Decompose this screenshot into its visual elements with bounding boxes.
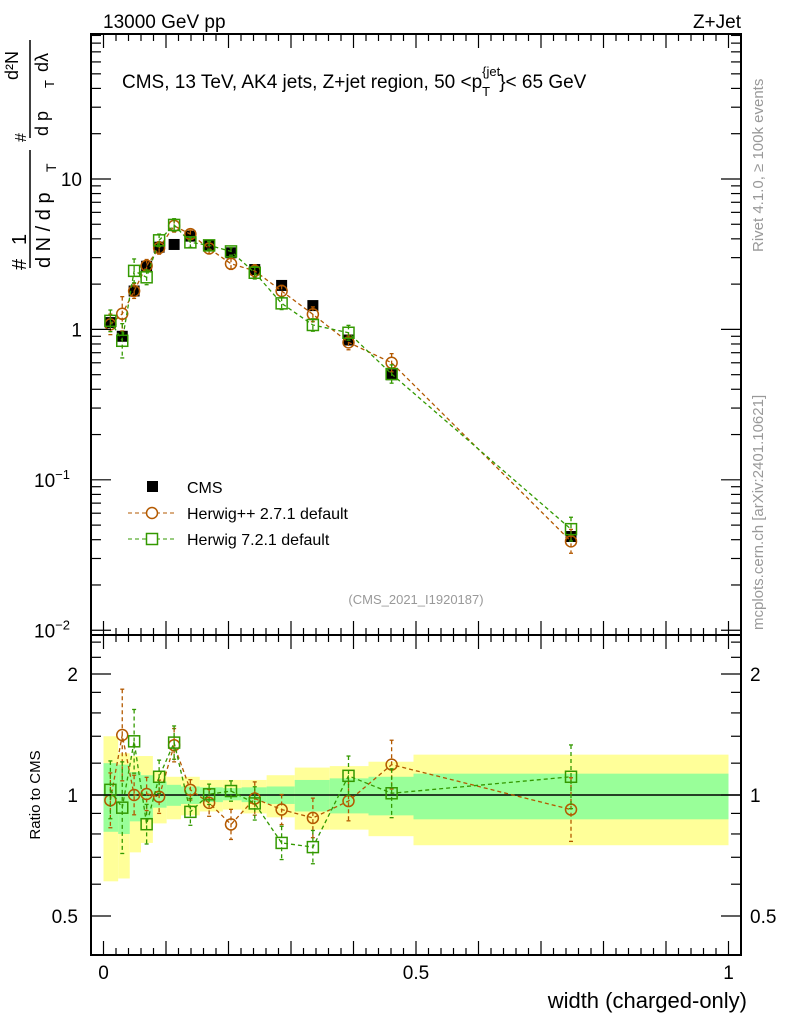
x-axis-label: width (charged-only) (547, 988, 747, 1013)
herwig7-ratio-point (385, 787, 398, 800)
title-sup: {jet (482, 64, 500, 79)
ratio-y-label: Ratio to CMS (27, 750, 44, 839)
herwigpp-point (116, 307, 129, 321)
legend-herwig7-marker (145, 532, 159, 546)
y-tick-label: 1 (71, 320, 82, 341)
ylabel-den1-sub: T (43, 163, 59, 172)
cms-point (307, 300, 319, 312)
ylabel-den2: d p (32, 111, 52, 136)
y-axis-label: # 1 d N / d p T # d²N d p T dλ (2, 40, 59, 270)
herwigpp-point (224, 257, 238, 271)
herwig7-point (167, 218, 181, 232)
herwig7-ratio-point (306, 840, 320, 854)
legend-herwigpp-marker (145, 506, 159, 520)
ylabel-den1: d N / d p (33, 192, 55, 268)
herwigpp-ratio-point (140, 787, 153, 801)
herwig7-ratio-point (152, 770, 166, 784)
herwigpp-ratio-point (116, 728, 129, 742)
x-tick-label: 0.5 (403, 963, 429, 984)
herwig7-line (109, 223, 572, 530)
ylabel-den2-sub: T (42, 80, 57, 88)
herwig7-ratio-point (342, 769, 355, 783)
herwigpp-ratio-point (202, 796, 216, 810)
herwig7-ratio-point (167, 736, 181, 749)
herwig7-ratio-point (202, 788, 216, 801)
herwigpp-ratio-point (306, 811, 320, 825)
herwigpp-ratio-point (127, 788, 141, 802)
herwigpp-ratio-point (184, 783, 197, 797)
herwig7-point (202, 239, 216, 252)
side-rivet: Rivet 4.1.0, ≥ 100k events (750, 79, 767, 252)
ylabel-hash2: # (13, 133, 30, 142)
title-tail: }< 65 GeV (499, 72, 586, 93)
cms-point (225, 247, 237, 259)
herwig7-point (275, 297, 288, 310)
header-right: Z+Jet (693, 12, 742, 33)
ratio-y-tick-label-right: 0.5 (750, 907, 776, 928)
herwig7-ratio-point (140, 817, 153, 831)
ylabel-num2: d²N (2, 51, 22, 80)
y-tick-exponent: −1 (55, 467, 70, 482)
x-tick-label: 1 (723, 963, 734, 984)
herwig7-point (248, 266, 261, 280)
herwig7-point (342, 326, 355, 340)
herwigpp-point (564, 535, 578, 548)
herwig7-ratio-point (275, 836, 288, 850)
herwig7-ratio-point (248, 797, 261, 810)
cms-point (168, 238, 180, 250)
cms-point (116, 330, 128, 342)
ratio-y-tick-label: 0.5 (52, 907, 78, 928)
herwigpp-ratio-line (109, 734, 572, 826)
y-tick-label: 10−2 (34, 617, 70, 642)
ratio-y-tick-label-right: 2 (750, 665, 761, 686)
herwig7-point (152, 234, 166, 247)
side-mcplots: mcplots.cern.ch [arXiv:2401.10621] (750, 395, 767, 630)
herwigpp-point (342, 336, 355, 349)
herwig7-point (104, 314, 117, 328)
stat-uncertainty-band (129, 772, 141, 822)
cms-point (141, 260, 153, 272)
herwig7-ratio-point (224, 784, 238, 798)
ratio-y-tick-label: 1 (67, 786, 78, 807)
herwig7-point (140, 271, 153, 284)
herwig7-ratio-point (184, 805, 197, 819)
y-tick-exponent: −2 (55, 617, 70, 632)
herwigpp-ratio-point (224, 818, 238, 831)
y-tick-label: 10 (61, 170, 82, 191)
herwig7-point (116, 334, 129, 348)
watermark: (CMS_2021_I1920187) (348, 592, 483, 607)
herwig7-ratio-point (116, 801, 129, 814)
legend-cms-marker (147, 481, 158, 492)
ylabel-hash: # (9, 258, 31, 270)
herwig7-point (385, 367, 398, 381)
chart-title: CMS, 13 TeV, AK4 jets, Z+jet region, 50 … (122, 64, 587, 99)
herwigpp-point (127, 284, 141, 298)
title-sub: T (482, 84, 490, 99)
legend-herwig7: Herwig 7.2.1 default (187, 532, 330, 549)
ylabel-num1: 1 (9, 234, 31, 245)
legend-cms: CMS (187, 480, 223, 497)
title-main: CMS, 13 TeV, AK4 jets, Z+jet region, 50 … (122, 72, 482, 93)
ratio-y-tick-label: 2 (67, 665, 78, 686)
legend: CMS Herwig++ 2.7.1 default Herwig 7.2.1 … (128, 480, 349, 549)
herwigpp-ratio-point (275, 803, 288, 816)
ratio-y-tick-label-right: 1 (750, 786, 761, 807)
herwig7-point (184, 236, 197, 249)
legend-herwigpp: Herwig++ 2.7.1 default (187, 506, 349, 523)
header-left: 13000 GeV pp (103, 12, 226, 33)
herwig7-point (224, 245, 238, 258)
herwig7-ratio-point (127, 735, 141, 748)
y-tick-label: 10−1 (34, 467, 70, 492)
x-tick-label: 0 (98, 963, 109, 984)
herwig7-point (127, 264, 141, 278)
herwigpp-line (109, 225, 572, 542)
stat-uncertainty-band (141, 775, 153, 820)
ylabel-den2b: dλ (32, 53, 52, 72)
herwig7-point (564, 522, 578, 536)
herwig7-point (306, 318, 320, 332)
herwig7-ratio-point (564, 770, 578, 784)
